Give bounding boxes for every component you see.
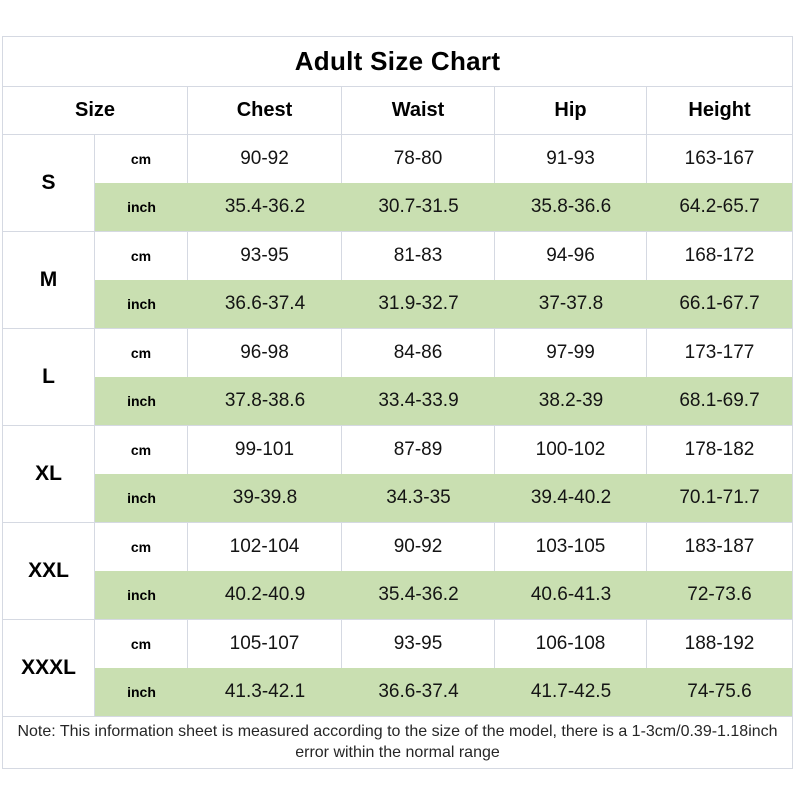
value-cell: 100-102 (495, 426, 647, 474)
value-cell: 178-182 (647, 426, 792, 474)
unit-label-cm: cm (95, 232, 188, 280)
value-cell: 68.1-69.7 (679, 390, 760, 411)
value-cell: 35.8-36.6 (530, 196, 612, 217)
unit-label-cm: cm (95, 620, 188, 668)
value-cell: 40.6-41.3 (530, 584, 612, 605)
value-cell: 36.6-37.4 (378, 681, 459, 702)
cm-row: cm 90-92 78-80 91-93 163-167 (95, 135, 792, 183)
value-cell: 70.1-71.7 (679, 487, 760, 508)
value-cell: 94-96 (495, 232, 647, 280)
unit-label-inch: inch (127, 296, 156, 312)
value-cell: 90-92 (188, 135, 342, 183)
value-cell: 37.8-38.6 (224, 390, 306, 411)
cm-row: cm 99-101 87-89 100-102 178-182 (95, 426, 792, 474)
size-label: M (3, 232, 95, 328)
size-label: XXXL (3, 620, 95, 716)
value-cell: 34.3-35 (386, 487, 451, 508)
value-cell: 41.7-42.5 (530, 681, 612, 702)
value-cell: 74-75.6 (687, 681, 752, 702)
value-cell: 41.3-42.1 (224, 681, 306, 702)
header-hip: Hip (495, 87, 647, 134)
header-waist: Waist (342, 87, 495, 134)
cm-row: cm 96-98 84-86 97-99 173-177 (95, 329, 792, 377)
value-cell: 93-95 (342, 620, 495, 668)
unit-label-inch: inch (127, 199, 156, 215)
value-cell: 90-92 (342, 523, 495, 571)
size-chart-sheet: Adult Size Chart Size Chest Waist Hip He… (2, 36, 793, 769)
size-group-xxxl: XXXL cm 105-107 93-95 106-108 188-192 inch 41.3… (3, 620, 792, 717)
unit-label-inch: inch (127, 684, 156, 700)
value-cell: 37-37.8 (538, 293, 604, 314)
value-cell: 35.4-36.2 (378, 584, 459, 605)
unit-label-inch: inch (127, 393, 156, 409)
value-cell: 38.2-39 (538, 390, 604, 411)
value-cell: 31.9-32.7 (378, 293, 459, 314)
value-cell: 81-83 (342, 232, 495, 280)
inch-row: inch 36.6-37.4 31.9-32.7 37-37.8 66.1-67.7 (95, 280, 792, 328)
value-cell: 84-86 (342, 329, 495, 377)
note-line-1: Note: This information sheet is measured… (17, 723, 778, 740)
value-cell: 33.4-33.9 (378, 390, 459, 411)
value-cell: 39.4-40.2 (530, 487, 612, 508)
value-cell: 106-108 (495, 620, 647, 668)
unit-label-inch: inch (127, 490, 156, 506)
page-title: Adult Size Chart (3, 37, 792, 87)
size-group-xl: XL cm 99-101 87-89 100-102 178-182 inch 39-39.8… (3, 426, 792, 523)
cm-row: cm 105-107 93-95 106-108 188-192 (95, 620, 792, 668)
value-cell: 102-104 (188, 523, 342, 571)
size-label: XL (3, 426, 95, 522)
value-cell: 36.6-37.4 (224, 293, 306, 314)
value-cell: 103-105 (495, 523, 647, 571)
header-height: Height (688, 99, 751, 121)
unit-label-cm: cm (95, 523, 188, 571)
size-label: S (3, 135, 95, 231)
inch-row: inch 39-39.8 34.3-35 39.4-40.2 70.1-71.7 (95, 474, 792, 522)
size-label: XXL (3, 523, 95, 619)
value-cell: 183-187 (647, 523, 792, 571)
value-cell: 66.1-67.7 (679, 293, 760, 314)
value-cell: 163-167 (647, 135, 792, 183)
note-box: Note: This information sheet is measured… (3, 717, 792, 768)
value-cell: 97-99 (495, 329, 647, 377)
unit-label-cm: cm (95, 135, 188, 183)
value-cell: 64.2-65.7 (679, 196, 760, 217)
value-cell: 105-107 (188, 620, 342, 668)
value-cell: 87-89 (342, 426, 495, 474)
inch-row: inch 35.4-36.2 30.7-31.5 35.8-36.6 64.2-65.7 (95, 183, 792, 231)
unit-label-inch: inch (127, 587, 156, 603)
unit-label-cm: cm (95, 426, 188, 474)
header-chest: Chest (188, 87, 342, 134)
header-size: Size (3, 87, 188, 134)
cm-row: cm 102-104 90-92 103-105 183-187 (95, 523, 792, 571)
size-label: L (3, 329, 95, 425)
size-group-xxl: XXL cm 102-104 90-92 103-105 183-187 inch 40.2-… (3, 523, 792, 620)
value-cell: 35.4-36.2 (224, 196, 306, 217)
value-cell: 93-95 (188, 232, 342, 280)
value-cell: 188-192 (647, 620, 792, 668)
value-cell: 72-73.6 (687, 584, 752, 605)
value-cell: 168-172 (647, 232, 792, 280)
note-line-2: error within the normal range (295, 744, 500, 761)
inch-row: inch 41.3-42.1 36.6-37.4 41.7-42.5 74-75.6 (95, 668, 792, 716)
unit-label-cm: cm (95, 329, 188, 377)
inch-row: inch 40.2-40.9 35.4-36.2 40.6-41.3 72-73.6 (95, 571, 792, 619)
inch-row: inch 37.8-38.6 33.4-33.9 38.2-39 68.1-69.7 (95, 377, 792, 425)
value-cell: 96-98 (188, 329, 342, 377)
value-cell: 99-101 (188, 426, 342, 474)
value-cell: 40.2-40.9 (224, 584, 306, 605)
value-cell: 91-93 (495, 135, 647, 183)
table-header-row: Size Chest Waist Hip Height (3, 87, 792, 135)
cm-row: cm 93-95 81-83 94-96 168-172 (95, 232, 792, 280)
value-cell: 173-177 (647, 329, 792, 377)
value-cell: 78-80 (342, 135, 495, 183)
value-cell: 30.7-31.5 (378, 196, 459, 217)
value-cell: 39-39.8 (232, 487, 298, 508)
